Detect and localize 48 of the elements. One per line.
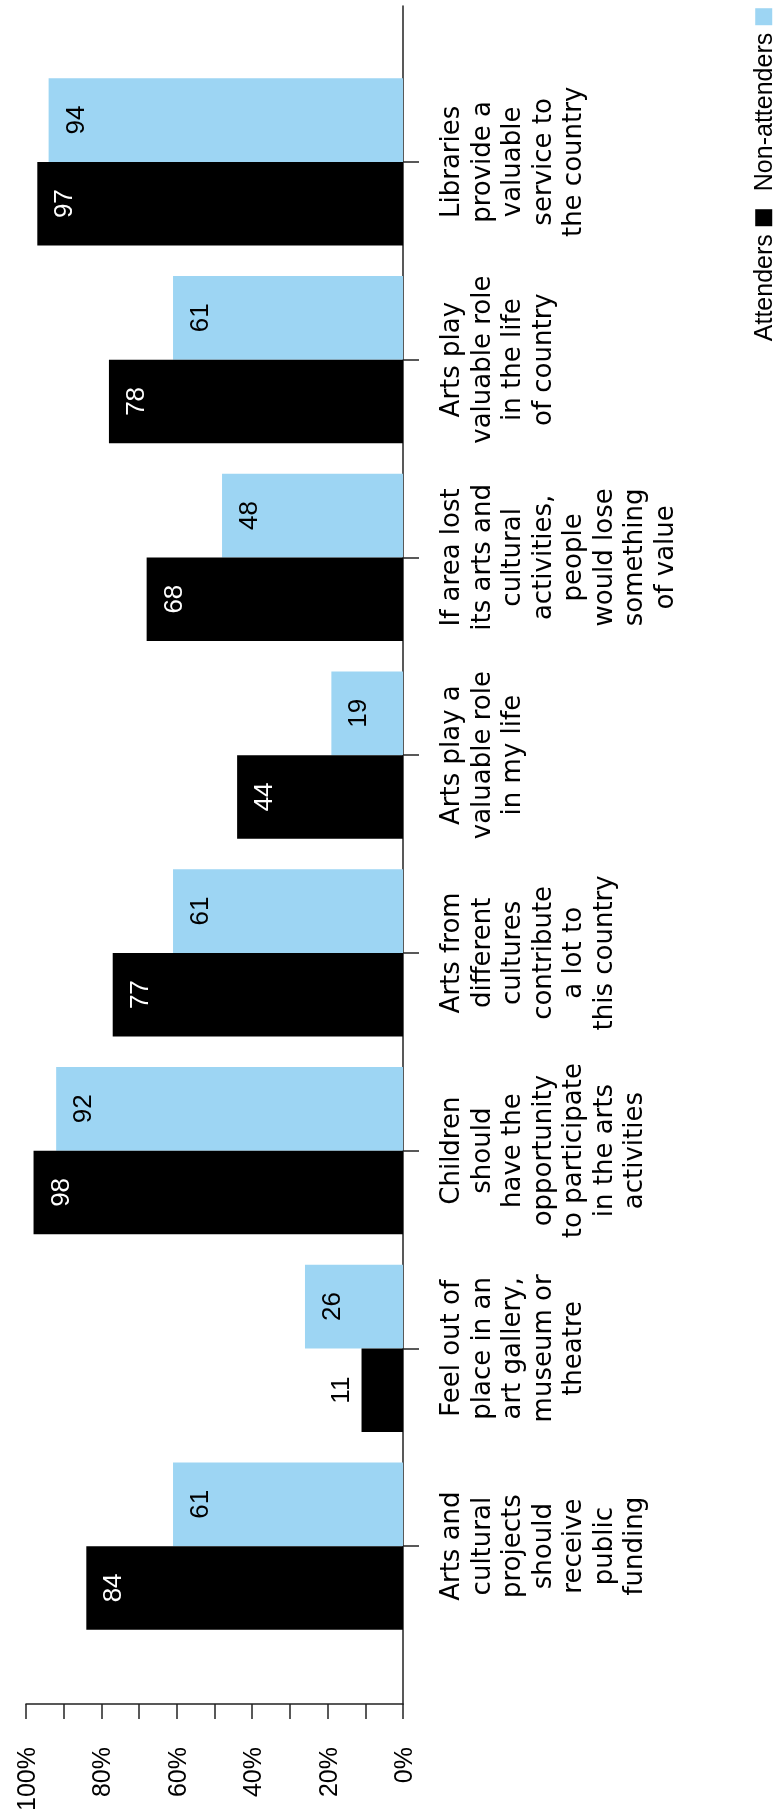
bar bbox=[361, 1348, 403, 1432]
data-label: 78 bbox=[119, 386, 150, 416]
x-tick-label: 0% bbox=[389, 1747, 417, 1784]
data-label: 26 bbox=[315, 1292, 346, 1322]
data-label: 19 bbox=[342, 698, 373, 728]
bar bbox=[173, 276, 403, 360]
bar bbox=[86, 1546, 403, 1630]
y-tick-label: Arts and cultural projects should receive public funding bbox=[435, 1491, 649, 1601]
data-label: 11 bbox=[324, 1376, 355, 1404]
data-label: 61 bbox=[184, 303, 215, 333]
bar bbox=[33, 1150, 403, 1235]
data-label: 68 bbox=[157, 584, 188, 614]
y-tick-label: Arts from different cultures contribute a lot to this country bbox=[435, 875, 618, 1031]
data-label: 92 bbox=[67, 1094, 98, 1124]
data-label: 77 bbox=[123, 980, 154, 1010]
bar bbox=[146, 557, 403, 641]
legend-label: Attenders bbox=[749, 234, 778, 342]
y-tick-label: Children should have the opportunity to participate in the arts activities bbox=[435, 1063, 649, 1239]
data-label: 98 bbox=[44, 1177, 75, 1207]
data-label: 48 bbox=[233, 501, 264, 531]
bar bbox=[108, 359, 403, 444]
x-tick-label: 60% bbox=[162, 1747, 191, 1798]
y-tick-label: If area lost its arts and cultural activities, people would lose something of value bbox=[435, 483, 679, 631]
bar bbox=[173, 869, 403, 953]
bar bbox=[304, 1264, 403, 1349]
data-label: 61 bbox=[184, 896, 215, 926]
y-tick-label: Feel out of place in an art gallery, museum or theatre bbox=[435, 1274, 588, 1423]
bar bbox=[112, 952, 403, 1037]
x-tick-label: 40% bbox=[238, 1747, 267, 1798]
y-tick-label: Arts play a valuable role in my life bbox=[435, 671, 527, 840]
bar bbox=[237, 755, 403, 839]
data-label: 94 bbox=[59, 105, 90, 135]
data-label: 61 bbox=[184, 1489, 215, 1519]
bar bbox=[48, 78, 403, 162]
data-label: 44 bbox=[248, 782, 279, 812]
data-label: 97 bbox=[48, 189, 79, 219]
x-tick-label: 100% bbox=[12, 1747, 40, 1811]
bar bbox=[37, 161, 403, 246]
y-tick-label: Arts play valuable role in the life of country bbox=[435, 275, 557, 444]
bar bbox=[331, 671, 403, 756]
bar bbox=[222, 473, 403, 558]
legend-label: Non-attenders bbox=[749, 32, 778, 192]
data-label: 84 bbox=[97, 1573, 128, 1603]
x-tick-label: 20% bbox=[313, 1747, 342, 1798]
bar bbox=[56, 1067, 403, 1151]
bar bbox=[173, 1462, 403, 1547]
x-tick-label: 80% bbox=[87, 1747, 116, 1798]
y-tick-label: Libraries provide a valuable service to the country bbox=[435, 86, 588, 238]
